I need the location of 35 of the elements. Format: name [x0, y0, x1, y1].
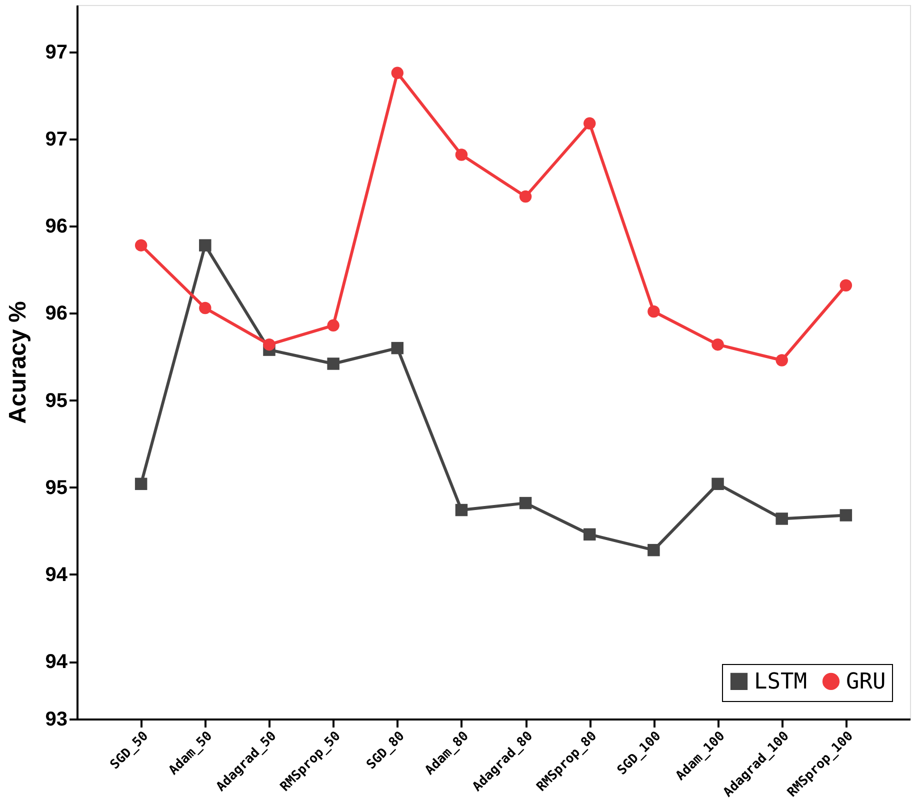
y-tick-label: 96 — [45, 302, 68, 325]
point — [327, 358, 340, 370]
point — [199, 239, 212, 252]
point — [134, 239, 148, 252]
point — [455, 504, 468, 516]
point — [583, 528, 596, 541]
point — [391, 66, 404, 80]
point — [199, 302, 212, 314]
point — [327, 319, 340, 332]
y-axis-title: Acuracy % — [4, 301, 32, 424]
point — [648, 544, 660, 556]
y-tick-label: 96 — [45, 216, 68, 238]
point — [776, 354, 788, 366]
point — [648, 305, 660, 318]
point — [840, 509, 852, 522]
y-tick-label: 93 — [45, 708, 68, 730]
point — [391, 342, 404, 354]
point — [776, 512, 788, 525]
point — [263, 338, 276, 351]
point — [134, 478, 148, 490]
y-tick-label: 94 — [45, 564, 68, 586]
y-tick-label: 97 — [45, 128, 68, 151]
y-tick-label: 95 — [45, 390, 68, 412]
legend-label: GRU — [846, 669, 886, 694]
point — [840, 279, 852, 292]
point — [583, 117, 596, 130]
y-tick-label: 95 — [45, 476, 68, 499]
legend-label: LSTM — [754, 669, 807, 694]
point — [712, 338, 724, 351]
point — [519, 190, 532, 203]
y-tick-label: 94 — [45, 651, 68, 674]
point — [712, 478, 724, 490]
point — [519, 496, 532, 510]
y-tick-label: 97 — [45, 42, 68, 64]
point — [455, 148, 468, 161]
